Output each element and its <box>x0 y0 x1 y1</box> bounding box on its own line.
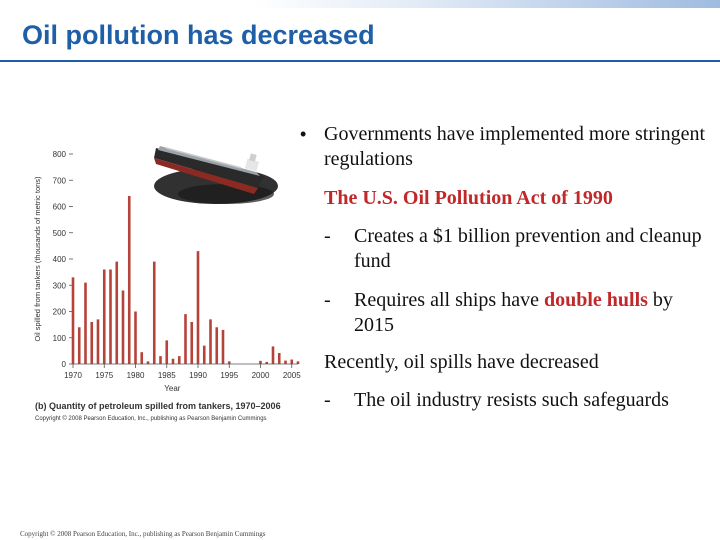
x-tick-label: 1985 <box>158 371 176 380</box>
sub-bullet-double-hulls: - Requires all ships have double hulls b… <box>324 288 710 338</box>
chart-bar <box>109 269 112 364</box>
y-tick-label: 700 <box>53 176 67 185</box>
y-axis-label: Oil spilled from tankers (thousands of m… <box>33 176 42 342</box>
top-gradient-bar <box>0 0 720 8</box>
chart-bar <box>215 327 219 364</box>
dash-glyph: - <box>324 389 331 411</box>
page-copyright: Copyright © 2008 Pearson Education, Inc.… <box>20 530 266 538</box>
chart-bar <box>221 329 225 364</box>
x-tick-label: 1975 <box>95 371 113 380</box>
dash-glyph: - <box>324 225 331 247</box>
figure-copyright: Copyright © 2008 Pearson Education, Inc.… <box>35 416 267 422</box>
bullet-regulations-text: Governments have implemented more string… <box>324 123 706 170</box>
chart-bar <box>171 358 175 364</box>
chart-bar <box>102 269 106 364</box>
chart-bar <box>271 346 275 364</box>
chart-bar <box>184 314 187 364</box>
chart-bar <box>159 356 162 364</box>
chart-bar <box>77 327 81 364</box>
y-tick-label: 300 <box>53 281 67 290</box>
chart-bar <box>296 361 300 364</box>
chart-bar <box>146 361 150 364</box>
chart-bar <box>209 319 212 364</box>
x-tick-label: 2000 <box>252 371 270 380</box>
slide-title: Oil pollution has decreased <box>22 20 375 50</box>
chart-bar <box>190 322 194 364</box>
y-tick-label: 500 <box>53 229 67 238</box>
chart-bar <box>196 251 200 364</box>
chart-bar <box>127 196 131 364</box>
recent-decrease: Recently, oil spills have decreased <box>324 351 599 373</box>
oil-pollution-act: The U.S. Oil Pollution Act of 1990 <box>324 187 613 209</box>
sub-bullet-fund-text: Creates a $1 billion prevention and clea… <box>354 225 702 272</box>
x-tick-label: 1980 <box>127 371 145 380</box>
chart-bar <box>265 361 269 364</box>
chart-bar <box>140 352 144 364</box>
sub2-post: by 2015 <box>354 289 673 336</box>
chart-bar <box>115 261 119 364</box>
y-tick-label: 0 <box>62 360 67 369</box>
x-tick-label: 1995 <box>220 371 238 380</box>
sub-bullet-industry-text: The oil industry resists such safeguards <box>354 389 669 411</box>
chart-bar <box>84 282 87 364</box>
chart-bar <box>277 352 281 364</box>
chart-bar <box>96 319 100 364</box>
bullet-regulations: • Governments have implemented more stri… <box>300 122 710 172</box>
bar-chart: 0 100 200 300 400 500 600 700 800 1970 1975 1980 198… <box>33 150 301 393</box>
x-tick-label: 2005 <box>283 371 301 380</box>
chart-bar <box>202 345 206 364</box>
chart-bar <box>152 261 156 364</box>
sub2-pre: Requires all ships have <box>354 289 544 311</box>
chart-bar <box>71 277 75 364</box>
chart-bar <box>259 360 262 364</box>
title-divider <box>0 60 720 62</box>
oil-spill-figure: 0 100 200 300 400 500 600 700 800 1970 1975 1980 198… <box>30 126 310 431</box>
chart-bar <box>177 356 181 364</box>
chart-bar <box>290 359 294 364</box>
y-tick-label: 100 <box>53 334 67 343</box>
bullet-glyph: • <box>300 124 307 144</box>
figure-caption: (b) Quantity of petroleum spilled from t… <box>35 401 281 411</box>
y-tick-label: 600 <box>53 203 67 212</box>
sub-bullet-industry: - The oil industry resists such safeguar… <box>324 388 710 413</box>
chart-bar <box>134 311 137 364</box>
oil-tanker-icon <box>154 146 278 204</box>
chart-bar <box>284 360 287 364</box>
y-tick-label: 800 <box>53 150 67 159</box>
chart-bar <box>121 290 125 364</box>
dash-glyph: - <box>324 289 331 311</box>
x-axis-label: Year <box>164 384 181 393</box>
chart-bar <box>227 361 231 364</box>
y-tick-label: 400 <box>53 255 67 264</box>
sub-bullet-fund: - Creates a $1 billion prevention and cl… <box>324 224 710 274</box>
double-hulls-emphasis: double hulls <box>543 289 648 311</box>
x-tick-label: 1990 <box>189 371 207 380</box>
x-tick-label: 1970 <box>64 371 82 380</box>
chart-bar <box>90 322 94 364</box>
y-tick-label: 200 <box>53 308 67 317</box>
sub-bullet-double-hulls-text: Requires all ships have double hulls by … <box>354 288 710 338</box>
chart-bar <box>165 340 169 364</box>
